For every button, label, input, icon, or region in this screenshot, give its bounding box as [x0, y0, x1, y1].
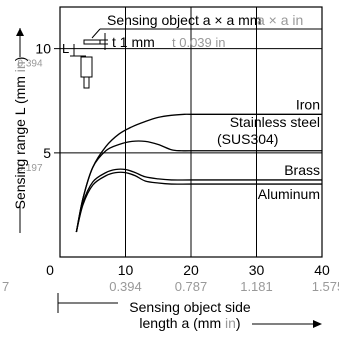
y-axis-arrow-head — [16, 28, 24, 36]
x-tick-label-in: 1.181 — [240, 279, 273, 294]
legend-leader — [91, 28, 101, 39]
x-tick-label-in: 0.787 — [175, 279, 208, 294]
x-tick-label: 10 — [118, 262, 134, 278]
y-axis-label: Sensing range L (mm in) — [12, 57, 28, 210]
x-tick-label-in-partial: 7 — [2, 279, 9, 294]
x-tick-label: 30 — [249, 262, 265, 278]
thickness-label: t 1 mm — [112, 34, 155, 50]
series-group — [75, 113, 322, 233]
legend-sample: Sensing object a × a mm a × a in t 1 mm … — [62, 12, 322, 89]
tick-labels: 0100.394200.787301.181401.575750.197100.… — [2, 41, 339, 294]
series-line — [75, 168, 322, 233]
x-axis-arrow-head — [313, 320, 322, 328]
plate-sample-icon — [83, 39, 101, 45]
series-label: Aluminum — [258, 186, 320, 202]
y-tick-label-in: 0.394 — [17, 59, 42, 70]
series-labels: Iron Stainless steel(SUS304) Brass Aluminum — [217, 96, 320, 202]
x-tick-label: 20 — [183, 262, 199, 278]
series-label: Brass — [284, 162, 320, 178]
x-tick-label-in: 1.575 — [312, 279, 339, 294]
y-axis-title: Sensing range L (mm in) — [12, 28, 28, 233]
x-tick-label: 0 — [46, 262, 54, 278]
sensor-cable-icon — [83, 76, 90, 89]
y-tick-label: 5 — [43, 145, 51, 161]
y-tick-label: 10 — [35, 41, 51, 57]
legend-title-in: a × a in — [257, 12, 303, 28]
x-tick-label-in: 0.394 — [109, 279, 142, 294]
legend-title: Sensing object a × a mm — [107, 12, 261, 28]
plot-frame — [59, 6, 323, 258]
x-axis-label-line1: Sensing object side — [129, 299, 251, 315]
thickness-label-in: t 0.039 in — [172, 35, 226, 50]
series-line — [75, 171, 322, 233]
x-axis-title: Sensing object side length a (mm in) — [57, 293, 322, 331]
x-axis-label-line2: length a (mm in) — [139, 315, 240, 331]
series-label: Stainless steel — [230, 114, 320, 130]
series-label-line2: (SUS304) — [217, 131, 278, 147]
y-tick-label-in: 0.197 — [17, 163, 42, 174]
grid-lines — [54, 7, 322, 257]
series-line — [75, 140, 322, 233]
x-tick-label: 40 — [314, 262, 330, 278]
sensor-body-icon — [80, 56, 93, 78]
sensing-distance-label: L — [62, 41, 69, 56]
series-label: Iron — [296, 96, 320, 112]
